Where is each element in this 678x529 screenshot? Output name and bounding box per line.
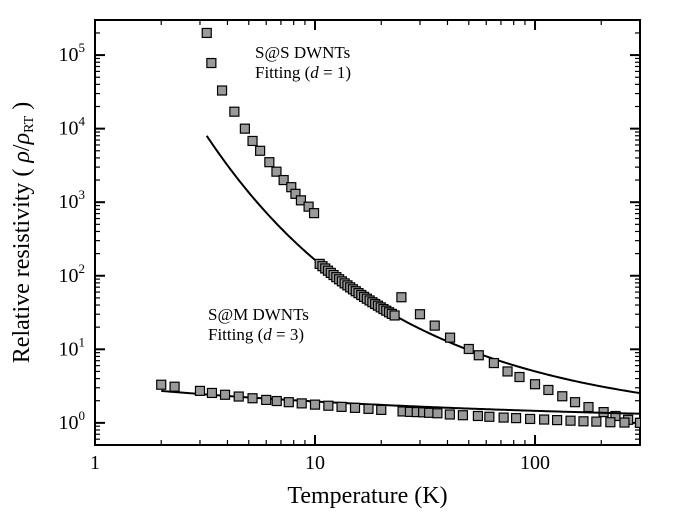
data-marker [464, 344, 473, 353]
y-axis-label: Relative resistivity ( ρ/ρRT ) [9, 102, 37, 363]
data-marker [566, 416, 575, 425]
data-marker [207, 388, 216, 397]
x-tick-label: 1 [90, 452, 100, 474]
data-marker [503, 367, 512, 376]
data-marker [584, 403, 593, 412]
data-marker [415, 310, 424, 319]
data-marker [445, 410, 454, 419]
data-marker [606, 418, 615, 427]
data-marker [364, 404, 373, 413]
chart-root: 110100100101102103104105Temperature (K)R… [0, 0, 678, 529]
data-marker [620, 418, 629, 427]
data-marker [218, 86, 227, 95]
data-marker [297, 399, 306, 408]
data-marker [262, 395, 271, 404]
data-marker [265, 158, 274, 167]
data-marker [221, 390, 230, 399]
data-marker [377, 405, 386, 414]
data-marker [526, 414, 535, 423]
data-marker [430, 321, 439, 330]
data-marker [195, 386, 204, 395]
data-marker [558, 392, 567, 401]
data-marker [458, 411, 467, 420]
legend-line: S@S DWNTs [255, 43, 350, 62]
data-marker [234, 392, 243, 401]
data-marker [202, 28, 211, 37]
data-marker [433, 409, 442, 418]
data-marker [579, 417, 588, 426]
data-marker [425, 408, 434, 417]
data-marker [324, 401, 333, 410]
data-marker [230, 107, 239, 116]
legend-line: Fitting (d = 3) [208, 325, 304, 344]
data-marker [390, 311, 399, 320]
data-marker [512, 414, 521, 423]
data-marker [337, 402, 346, 411]
legend-line: S@M DWNTs [208, 305, 309, 324]
data-marker [248, 394, 257, 403]
data-marker [272, 397, 281, 406]
data-marker [540, 415, 549, 424]
data-marker [553, 416, 562, 425]
data-marker [515, 373, 524, 382]
data-marker [272, 167, 281, 176]
data-marker [544, 385, 553, 394]
data-marker [485, 412, 494, 421]
data-marker [310, 209, 319, 218]
data-marker [256, 146, 265, 155]
data-marker [170, 382, 179, 391]
data-marker [207, 59, 216, 68]
data-marker [397, 293, 406, 302]
x-tick-label: 10 [305, 452, 325, 474]
data-marker [157, 380, 166, 389]
sam-legend: S@M DWNTsFitting (d = 3) [208, 305, 309, 344]
data-marker [592, 417, 601, 426]
x-tick-label: 100 [520, 452, 550, 474]
x-axis-label: Temperature (K) [287, 483, 447, 509]
data-marker [351, 403, 360, 412]
legend-line: Fitting (d = 1) [255, 63, 351, 82]
data-marker [248, 136, 257, 145]
data-marker [311, 400, 320, 409]
data-marker [446, 333, 455, 342]
data-marker [474, 351, 483, 360]
data-marker [489, 359, 498, 368]
data-marker [499, 413, 508, 422]
data-marker [284, 398, 293, 407]
data-marker [240, 124, 249, 133]
data-marker [473, 411, 482, 420]
data-marker [571, 398, 580, 407]
sas-legend: S@S DWNTsFitting (d = 1) [255, 43, 351, 82]
data-marker [531, 380, 540, 389]
